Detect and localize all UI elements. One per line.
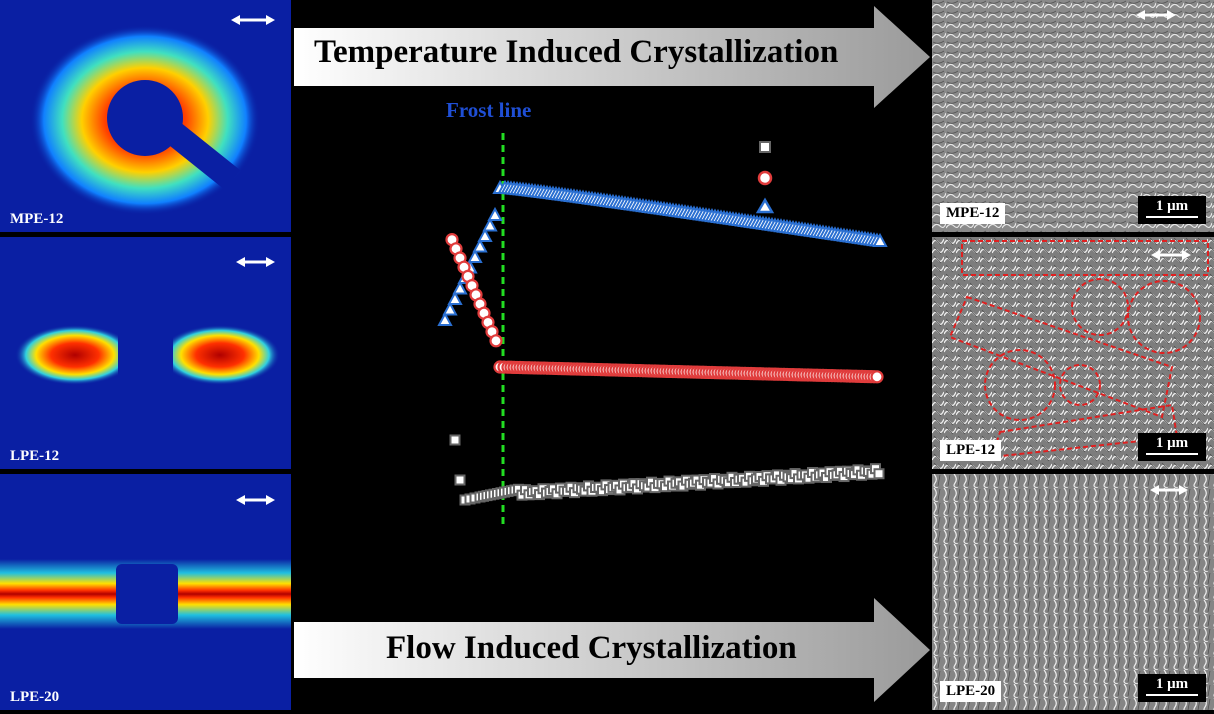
series-circles — [445, 233, 884, 384]
series-squares — [449, 434, 885, 506]
scale-bar-text: 1 μm — [1155, 198, 1189, 214]
sem-label: LPE-20 — [940, 681, 1002, 702]
scale-bar: 1 μm — [1138, 674, 1206, 702]
square-point — [873, 468, 885, 480]
top-banner-text: Temperature Induced Crystallization — [314, 34, 839, 70]
scale-bar-line — [1146, 216, 1198, 218]
legend-circle-marker — [757, 170, 773, 186]
circle-point — [870, 370, 884, 384]
scale-bar: 1 μm — [1138, 433, 1206, 461]
scale-bar-text: 1 μm — [1155, 676, 1189, 692]
panel-label: LPE-12 — [10, 448, 60, 464]
top-banner-arrow: Temperature Induced Crystallization — [294, 6, 930, 108]
legend-square-marker — [759, 141, 771, 153]
saxs-panel-mpe-12: MPE-12 — [0, 0, 291, 232]
triangle-point — [477, 227, 493, 242]
scale-bar: 1 μm — [1138, 196, 1206, 224]
orientation-arrow-icon — [1151, 250, 1191, 260]
scale-bar-line — [1146, 453, 1198, 455]
panel-label: LPE-20 — [10, 689, 60, 705]
orientation-arrow-icon — [1150, 485, 1188, 495]
frost-line-label: Frost line — [446, 98, 531, 122]
triangle-point — [482, 217, 498, 232]
sem-panel-lpe-20: LPE-20 1 μm — [932, 474, 1214, 710]
saxs-pattern-lobes — [15, 257, 280, 397]
polarization-arrow-icon — [236, 257, 275, 267]
legend — [755, 141, 775, 214]
saxs-pattern-ring — [30, 15, 275, 215]
sem-texture — [932, 0, 1214, 232]
triangle-point — [452, 280, 468, 295]
square-point — [449, 434, 461, 446]
bottom-banner-arrow: Flow Induced Crystallization — [294, 598, 930, 702]
triangle-point — [442, 301, 458, 316]
triangle-point — [872, 232, 888, 248]
triangle-point — [437, 311, 453, 326]
saxs-panel-lpe-12: LPE-12 — [0, 237, 291, 469]
square-point — [454, 474, 466, 486]
orientation-arrow-icon — [1136, 10, 1176, 20]
series-triangles — [437, 179, 888, 326]
triangle-point — [487, 206, 503, 221]
triangle-point — [447, 290, 463, 305]
sem-panel-lpe-12: LPE-12 1 μm — [932, 237, 1214, 469]
legend-triangle-marker — [755, 197, 775, 214]
circle-point — [489, 334, 503, 348]
sem-texture — [932, 474, 1214, 710]
sem-panel-mpe-12: MPE-12 1 μm — [932, 0, 1214, 232]
panel-label: MPE-12 — [10, 211, 64, 227]
polarization-arrow-icon — [231, 15, 275, 25]
scale-bar-line — [1146, 694, 1198, 696]
triangle-point — [472, 238, 488, 253]
crystallization-chart: Frost line — [437, 98, 888, 527]
scale-bar-text: 1 μm — [1155, 435, 1189, 451]
bottom-banner-text: Flow Induced Crystallization — [386, 630, 797, 666]
sem-label: MPE-12 — [940, 203, 1006, 224]
sem-texture — [932, 237, 1214, 469]
polarization-arrow-icon — [236, 495, 275, 505]
triangle-point — [467, 248, 483, 263]
saxs-panel-lpe-20: LPE-20 — [0, 474, 291, 710]
saxs-pattern-streaks — [0, 495, 291, 629]
sem-label: LPE-12 — [940, 440, 1002, 461]
